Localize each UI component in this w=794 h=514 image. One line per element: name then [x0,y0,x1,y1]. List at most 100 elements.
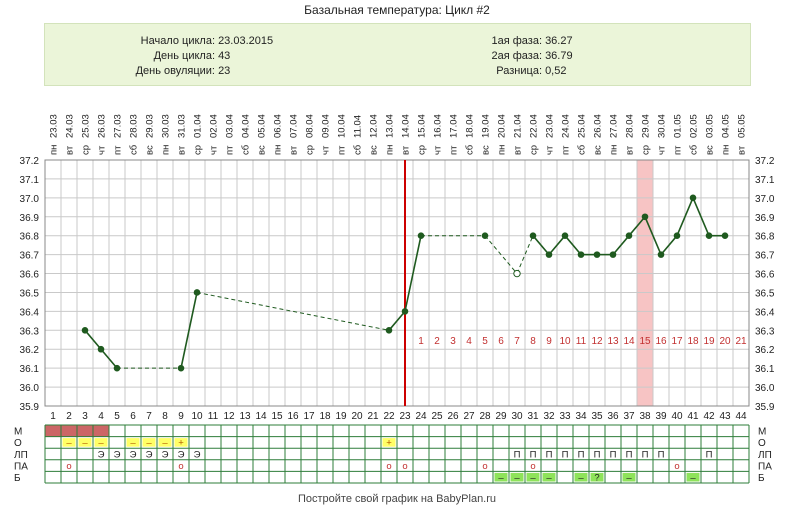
weekday-label: пт [449,145,460,155]
luteal-day-number: 20 [719,336,731,347]
temperature-point [705,232,713,239]
date-label: 03.05 [705,114,716,138]
summary-label: 2ая фаза: [491,50,542,62]
marker-cell-text: о [402,461,407,472]
day-number-label: 3 [82,411,88,422]
date-label: 12.04 [369,114,380,138]
day-number-label: 24 [415,411,427,422]
y-tick-label-right: 35.9 [755,402,775,413]
weekday-label: сб [465,144,476,155]
table-row-label-left: О [14,438,22,449]
temperature-line-segment [404,235,422,312]
weekday-label: сб [577,144,588,155]
weekday-label: пн [721,145,732,155]
weekday-label: чт [209,145,220,155]
highlight-column [637,160,653,406]
temperature-point [625,232,633,239]
day-number-label: 27 [463,411,475,422]
day-number-label: 12 [223,411,235,422]
luteal-day-number: 1 [418,336,424,347]
day-number-label: 39 [655,411,667,422]
marker-cell-text: П [626,449,633,460]
temperature-line-segment [196,291,390,331]
y-tick-label-left: 37.2 [20,156,40,167]
date-label: 30.04 [657,114,668,138]
bleeding-cell [93,425,109,437]
luteal-day-number: 15 [639,336,651,347]
date-label: 21.04 [513,114,524,138]
summary-label: Разница: [496,65,542,77]
day-number-label: 5 [114,411,120,422]
day-number-label: 19 [335,411,347,422]
luteal-day-number: 2 [434,336,440,347]
weekday-label: вт [513,145,524,155]
marker-cell-text: П [546,449,553,460]
weekday-label: пн [49,145,60,155]
temperature-point [561,232,569,239]
luteal-day-number: 5 [482,336,488,347]
y-tick-label-right: 37.1 [755,175,775,186]
marker-cell-text: – [162,438,168,449]
table-row-label-right: ПА [758,461,772,472]
date-label: 17.04 [449,114,460,138]
weekday-label: вс [705,145,716,155]
summary-value: 36.27 [545,35,573,47]
date-label: 25.03 [81,114,92,138]
marker-cell-text: П [594,449,601,460]
marker-cell-bg [174,438,188,447]
marker-cell-text: – [514,473,520,484]
temperature-line-segment [628,216,646,237]
marker-cell-text: Э [146,449,153,460]
table-row-label-left: Б [14,473,21,484]
temperature-point [721,232,729,239]
summary-label: День цикла: [153,50,215,62]
y-tick-label-left: 36.5 [20,288,40,299]
day-number-label: 17 [303,411,315,422]
luteal-day-number: 9 [546,336,552,347]
day-number-label: 32 [543,411,555,422]
weekday-label: вс [369,145,380,155]
marker-cell-text: П [530,449,537,460]
summary-label: 1ая фаза: [491,35,542,47]
day-number-label: 34 [575,411,587,422]
marker-cell-text: о [674,461,679,472]
y-tick-label-left: 36.3 [20,326,40,337]
summary-label: День овуляции: [135,65,215,77]
y-tick-label-left: 36.8 [20,232,40,243]
day-number-label: 31 [527,411,539,422]
day-number-label: 21 [367,411,379,422]
day-number-label: 6 [130,411,136,422]
temperature-line-segment [180,292,198,369]
weekday-label: пн [609,145,620,155]
temperature-point [657,251,665,258]
table-row-label-right: Б [758,473,765,484]
day-number-label: 11 [208,411,219,422]
date-label: 28.03 [129,114,140,138]
marker-cell-bg [542,472,556,482]
date-label: 23.03 [49,114,60,138]
day-number-label: 23 [399,411,411,422]
date-label: 28.04 [625,114,636,138]
luteal-day-number: 21 [735,336,747,347]
date-label: 11.04 [353,115,364,138]
day-number-label: 36 [607,411,619,422]
weekday-label: пт [113,145,124,155]
date-label: 30.03 [161,114,172,138]
marker-cell-text: о [178,461,183,472]
day-number-label: 42 [703,411,715,422]
luteal-day-number: 10 [559,336,571,347]
day-number-label: 9 [178,411,184,422]
marker-cell-text: – [98,438,104,449]
temperature-line-segment [660,235,678,256]
date-label: 20.04 [497,114,508,138]
marker-cell-bg [622,472,636,482]
y-tick-label-left: 37.0 [20,194,40,205]
cycle-summary-panel: Начало цикла: 23.03.2015 День цикла: 43 … [44,23,751,86]
day-number-label: 44 [735,411,747,422]
luteal-day-number: 6 [498,336,504,347]
luteal-day-number: 8 [530,336,536,347]
y-tick-label-right: 36.6 [755,270,775,281]
date-label: 03.04 [225,114,236,138]
luteal-day-number: 18 [687,336,699,347]
table-row-label-right: М [758,427,766,438]
